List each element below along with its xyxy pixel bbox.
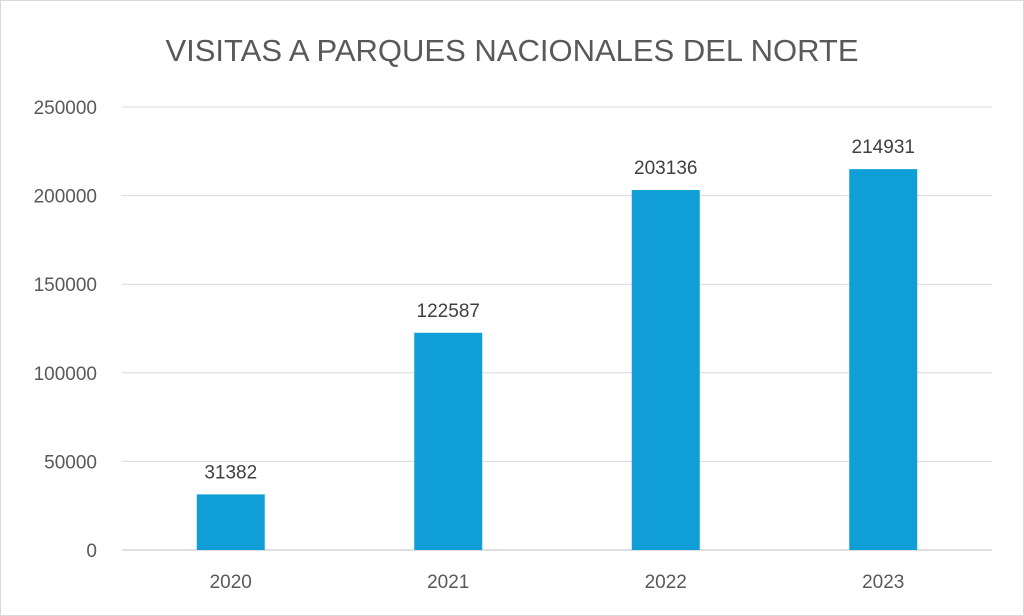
y-tick-label: 50000 [44, 452, 97, 473]
data-labels: 31382 122587 203136 214931 [204, 137, 915, 483]
x-tick-label: 2022 [645, 572, 687, 593]
bar-2023 [849, 169, 918, 550]
y-axis-ticks: 0 50000 100000 150000 200000 250000 [34, 98, 97, 562]
data-label: 203136 [634, 158, 697, 179]
x-axis-ticks: 2020 2021 2022 2023 [210, 572, 905, 593]
bar-2022 [631, 190, 700, 550]
gridlines [122, 106, 992, 551]
y-tick-label: 200000 [34, 187, 97, 208]
data-label: 31382 [204, 462, 257, 483]
x-tick-label: 2020 [210, 572, 252, 593]
chart-title: VISITAS A PARQUES NACIONALES DEL NORTE [165, 33, 858, 68]
bar-2021 [414, 332, 483, 550]
y-tick-label: 100000 [34, 364, 97, 385]
x-tick-label: 2023 [862, 572, 904, 593]
y-tick-label: 250000 [34, 98, 97, 119]
data-label: 122587 [417, 301, 480, 322]
y-tick-label: 150000 [34, 275, 97, 296]
bars [196, 169, 918, 550]
y-tick-label: 0 [86, 541, 97, 562]
x-tick-label: 2021 [427, 572, 469, 593]
bar-2020 [196, 494, 265, 550]
data-label: 214931 [852, 137, 915, 158]
